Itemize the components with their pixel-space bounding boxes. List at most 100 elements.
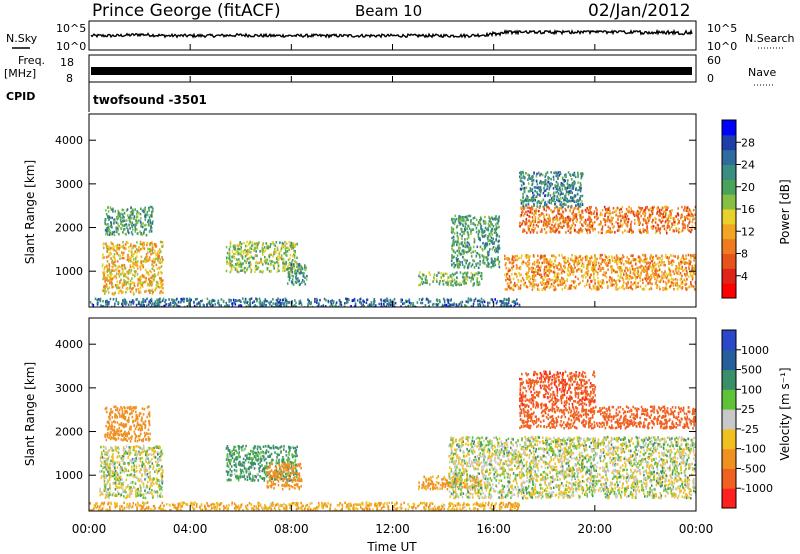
heatmap-cell [266, 299, 268, 303]
heatmap-cell [632, 213, 635, 216]
heatmap-cell [511, 266, 513, 269]
heatmap-cell [455, 240, 457, 243]
heatmap-cell [311, 305, 314, 307]
heatmap-cell [655, 226, 657, 230]
heatmap-cell [261, 271, 263, 274]
heatmap-cell [160, 280, 163, 283]
heatmap-cell [485, 244, 488, 248]
heatmap-cell [239, 252, 241, 255]
heatmap-cell [666, 219, 669, 222]
heatmap-cell [611, 276, 614, 280]
heatmap-cell [151, 213, 153, 216]
heatmap-cell [606, 229, 608, 233]
heatmap-cell [535, 212, 537, 215]
heatmap-cell [290, 241, 293, 245]
heatmap-cell [565, 193, 567, 196]
heatmap-cell [145, 289, 148, 293]
heatmap-cell [120, 273, 122, 276]
heatmap-cell [488, 215, 490, 219]
heatmap-cell [159, 258, 162, 261]
heatmap-cell [505, 266, 508, 270]
heatmap-cell [96, 303, 99, 306]
heatmap-cell [124, 283, 126, 287]
heatmap-cell [111, 273, 113, 276]
heatmap-cell [139, 230, 141, 233]
heatmap-cell [300, 301, 302, 304]
heatmap-cell [538, 206, 541, 209]
heatmap-cell [554, 286, 556, 289]
heatmap-cell [545, 213, 548, 216]
heatmap-cell [651, 282, 653, 286]
heatmap-cell [533, 229, 536, 232]
heatmap-cell [268, 270, 271, 273]
heatmap-cell [135, 288, 137, 291]
heatmap-cell [508, 258, 510, 261]
heatmap-cell [279, 301, 282, 305]
heatmap-cell [218, 301, 220, 305]
heatmap-cell [687, 275, 690, 278]
heatmap-cell [489, 239, 491, 242]
heatmap-cell [568, 190, 570, 193]
heatmap-cell [104, 279, 106, 283]
heatmap-cell [525, 220, 528, 223]
heatmap-cell [453, 265, 456, 268]
heatmap-cell [690, 283, 692, 286]
heatmap-cell [663, 273, 665, 276]
figure-title: Prince George (fitACF) [92, 1, 281, 21]
heatmap-cell [528, 275, 531, 278]
heatmap-cell [559, 171, 561, 174]
heatmap-cell [440, 272, 442, 275]
heatmap-cell [452, 284, 454, 287]
heatmap-cell [157, 283, 159, 286]
heatmap-cell [539, 230, 542, 233]
heatmap-cell [658, 275, 661, 278]
heatmap-cell [466, 227, 468, 230]
heatmap-cell [577, 277, 579, 281]
heatmap-cell [495, 224, 498, 228]
heatmap-cell [143, 304, 145, 307]
heatmap-cell [575, 259, 578, 263]
heatmap-cell [672, 254, 675, 258]
heatmap-cell [146, 242, 148, 245]
heatmap-cell [525, 186, 528, 189]
heatmap-cell [597, 261, 600, 265]
heatmap-cell [529, 199, 532, 202]
heatmap-cell [457, 304, 459, 307]
heatmap-cell [691, 224, 694, 228]
heatmap-cell [108, 233, 111, 236]
heatmap-cell [293, 266, 295, 269]
heatmap-cell [678, 219, 680, 223]
heatmap-cell [465, 215, 468, 219]
heatmap-cell [329, 305, 331, 307]
heatmap-cell [646, 270, 648, 273]
heatmap-cell [253, 242, 256, 246]
heatmap-cell [114, 283, 117, 287]
heatmap-cell [693, 255, 695, 259]
heatmap-cell [553, 191, 555, 195]
heatmap-cell [114, 264, 117, 268]
heatmap-cell [548, 186, 551, 189]
heatmap-cell [284, 269, 286, 272]
heatmap-cell [597, 216, 599, 220]
heatmap-cell [113, 233, 116, 237]
heatmap-cell [124, 247, 127, 251]
heatmap-cell [573, 171, 576, 175]
heatmap-cell [114, 302, 116, 305]
heatmap-cell [134, 230, 136, 233]
heatmap-cell [293, 251, 296, 255]
heatmap-cell [285, 305, 288, 307]
heatmap-cell [492, 263, 494, 267]
heatmap-cell [251, 256, 254, 260]
heatmap-cell [292, 263, 294, 266]
heatmap-cell [484, 305, 486, 307]
heatmap-cell [476, 245, 479, 249]
heatmap-cell [240, 265, 243, 269]
heatmap-cell [480, 272, 483, 275]
heatmap-cell [581, 203, 584, 206]
heatmap-cell [607, 258, 609, 261]
heatmap-cell [116, 283, 119, 287]
heatmap-cell [146, 255, 148, 259]
heatmap-cell [550, 182, 552, 185]
heatmap-cell [479, 223, 482, 226]
heatmap-cell [454, 272, 457, 275]
